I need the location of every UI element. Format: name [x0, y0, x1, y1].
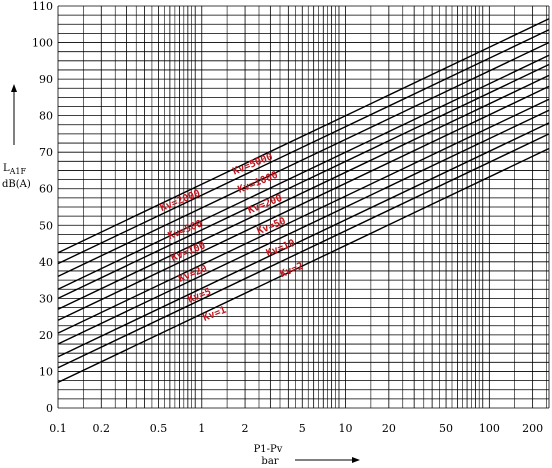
y-tick-label: 30 — [39, 292, 53, 305]
svg-text:LA1F: LA1F — [3, 163, 27, 176]
kv-label-4: Kv=20 — [177, 263, 209, 284]
x-tick-label: 200 — [522, 422, 543, 435]
x-tick-label: 0.2 — [93, 422, 111, 435]
y-tick-label: 10 — [39, 365, 53, 378]
x-tick-label: 0.5 — [150, 422, 168, 435]
y-tick-label: 50 — [39, 219, 53, 232]
y-axis-label-sub: A1F — [9, 167, 27, 176]
y-axis-label: LA1F dB(A) — [2, 84, 31, 190]
y-axis-unit: dB(A) — [2, 179, 31, 190]
series-line-2 — [57, 29, 550, 265]
series-line-5 — [57, 63, 550, 300]
y-tick-label: 100 — [32, 37, 53, 50]
series-line-10 — [57, 122, 550, 358]
kv-label-12: Kv=2 — [279, 261, 305, 280]
y-tick-label: 110 — [32, 0, 53, 13]
series-line-1 — [57, 18, 550, 254]
x-axis-label-text: P1-Pv — [254, 444, 283, 455]
y-tick-label: 20 — [39, 329, 53, 342]
series-line-7 — [57, 85, 550, 321]
x-tick-label: 2 — [242, 422, 249, 435]
x-axis-arrowhead-icon — [352, 457, 360, 463]
x-tick-label: 20 — [382, 422, 396, 435]
series-lines — [57, 18, 550, 384]
x-tick-label: 10 — [339, 422, 353, 435]
series-line-9 — [57, 109, 550, 345]
y-axis-arrowhead-icon — [11, 84, 17, 92]
y-tick-label: 90 — [39, 73, 53, 86]
y-tick-label: 40 — [39, 256, 53, 269]
tick-labels: 0.1 0.2 0.5 1 2 5 10 20 50 100 200 0 10 20 30 40 50 60 70 8… — [32, 0, 543, 435]
y-axis-label-main: L — [3, 163, 10, 174]
x-axis-unit: bar — [261, 456, 278, 467]
y-tick-label: 70 — [39, 146, 53, 159]
x-tick-label: 0.1 — [49, 422, 67, 435]
series-line-3 — [57, 41, 550, 278]
series-line-11 — [57, 133, 550, 369]
series-line-12 — [57, 147, 550, 384]
x-axis-label: P1-Pv bar — [254, 444, 360, 467]
x-tick-label: 1 — [198, 422, 205, 435]
y-tick-label: 0 — [46, 402, 53, 415]
y-tick-label: 80 — [39, 110, 53, 123]
series-line-6 — [57, 74, 550, 310]
series-line-4 — [57, 54, 550, 290]
x-tick-label: 100 — [479, 422, 500, 435]
series-line-8 — [57, 98, 550, 334]
x-tick-label: 5 — [299, 422, 306, 435]
x-tick-label: 50 — [439, 422, 453, 435]
y-tick-label: 60 — [39, 183, 53, 196]
